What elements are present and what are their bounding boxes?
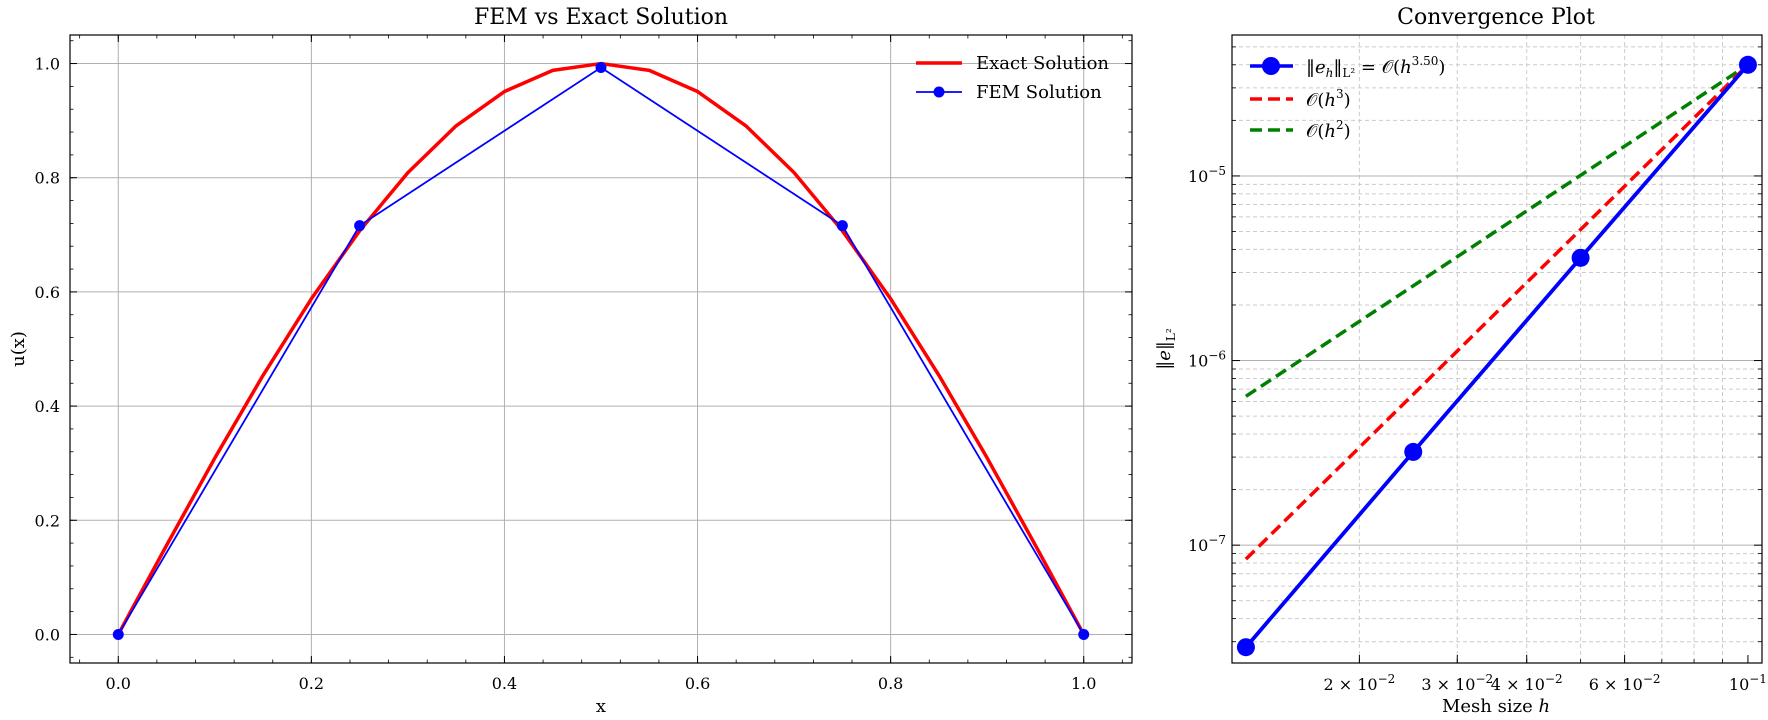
fem-solution-point xyxy=(836,220,848,232)
error-line xyxy=(1244,63,1750,649)
h2-reference-line xyxy=(1244,63,1749,398)
right-panel: 10−7 10−6 10−5 2 × 10−2 3 × 10−24 × 10−2 6 × … xyxy=(1154,5,1767,717)
right-y-tick-label: 10−6 xyxy=(1188,349,1226,371)
error-point xyxy=(1738,55,1757,74)
error-point xyxy=(1404,442,1423,461)
left-legend: Exact Solution FEM Solution xyxy=(916,53,1109,103)
svg-text:‖e‖L²: ‖e‖L² xyxy=(1154,328,1178,370)
legend-label-h2: 𝒪(h2) xyxy=(1306,118,1351,142)
legend-marker-error xyxy=(1262,57,1280,75)
right-plot-frame xyxy=(1231,34,1763,664)
left-chart-title: FEM vs Exact Solution xyxy=(474,5,728,30)
error-point xyxy=(1571,248,1590,267)
right-ticks: 10−7 10−6 10−5 2 × 10−2 3 × 10−24 × 10−2 6 × … xyxy=(1188,46,1767,694)
right-chart-title: Convergence Plot xyxy=(1397,5,1595,30)
fem-solution-point xyxy=(112,628,124,640)
right-x-axis-label: Mesh size h xyxy=(1442,696,1550,717)
left-series xyxy=(112,61,1090,640)
left-x-tick-label: 0.2 xyxy=(299,674,324,693)
left-grid xyxy=(70,35,1132,663)
right-series xyxy=(1236,55,1757,657)
right-x-tick-label: 3 × 10−2 xyxy=(1421,672,1493,694)
right-x-tick-label: 10−1 xyxy=(1729,672,1767,694)
fem-solution-line xyxy=(117,66,1085,635)
right-x-tick-label: 4 × 10−2 xyxy=(1491,672,1563,694)
right-x-tick-label: 6 × 10−2 xyxy=(1589,672,1661,694)
left-x-tick-label: 0.8 xyxy=(878,674,903,693)
h3-reference-line xyxy=(1244,63,1750,561)
legend-label-error: ‖eh‖L² = 𝒪(h3.50) xyxy=(1306,54,1445,80)
left-y-tick-label: 0.2 xyxy=(35,511,60,530)
left-y-tick-label: 0.4 xyxy=(35,397,60,416)
exact-solution-line xyxy=(116,61,1086,636)
right-x-tick-label: 2 × 10−2 xyxy=(1323,672,1395,694)
left-panel: 0.0 0.2 0.4 0.6 0.8 1.0 0.0 0.2 0.4 0.6 0.8 1.0 FEM… xyxy=(8,5,1133,717)
fem-solution-point xyxy=(354,220,366,232)
fem-solution-point xyxy=(595,62,607,74)
left-y-tick-label: 0.8 xyxy=(35,169,60,188)
left-y-tick-label: 1.0 xyxy=(35,55,60,74)
right-grid xyxy=(1232,35,1762,663)
left-plot-frame xyxy=(69,34,1133,664)
left-y-axis-label: u(x) xyxy=(8,331,29,367)
left-x-tick-label: 0.6 xyxy=(685,674,710,693)
legend-label-h3: 𝒪(h3) xyxy=(1306,87,1351,111)
legend-label-exact: Exact Solution xyxy=(976,53,1109,74)
right-y-axis-label: ‖e‖L² xyxy=(1154,328,1178,370)
right-legend: ‖eh‖L² = 𝒪(h3.50) 𝒪(h3) 𝒪(h2) xyxy=(1250,54,1445,142)
left-y-tick-label: 0.6 xyxy=(35,283,60,302)
left-x-tick-label: 1.0 xyxy=(1071,674,1096,693)
right-y-tick-label: 10−7 xyxy=(1188,533,1226,555)
left-x-tick-label: 0.0 xyxy=(106,674,131,693)
error-point xyxy=(1236,638,1255,657)
left-x-tick-label: 0.4 xyxy=(492,674,517,693)
left-ticks: 0.0 0.2 0.4 0.6 0.8 1.0 0.0 0.2 0.4 0.6 0.8 1.0 xyxy=(35,35,1132,693)
left-x-axis-label: x xyxy=(596,696,606,717)
right-y-tick-label: 10−5 xyxy=(1188,164,1226,186)
left-y-tick-label: 0.0 xyxy=(35,625,60,644)
fem-solution-point xyxy=(1078,628,1090,640)
legend-marker-fem xyxy=(933,86,945,98)
legend-label-fem: FEM Solution xyxy=(976,82,1102,103)
